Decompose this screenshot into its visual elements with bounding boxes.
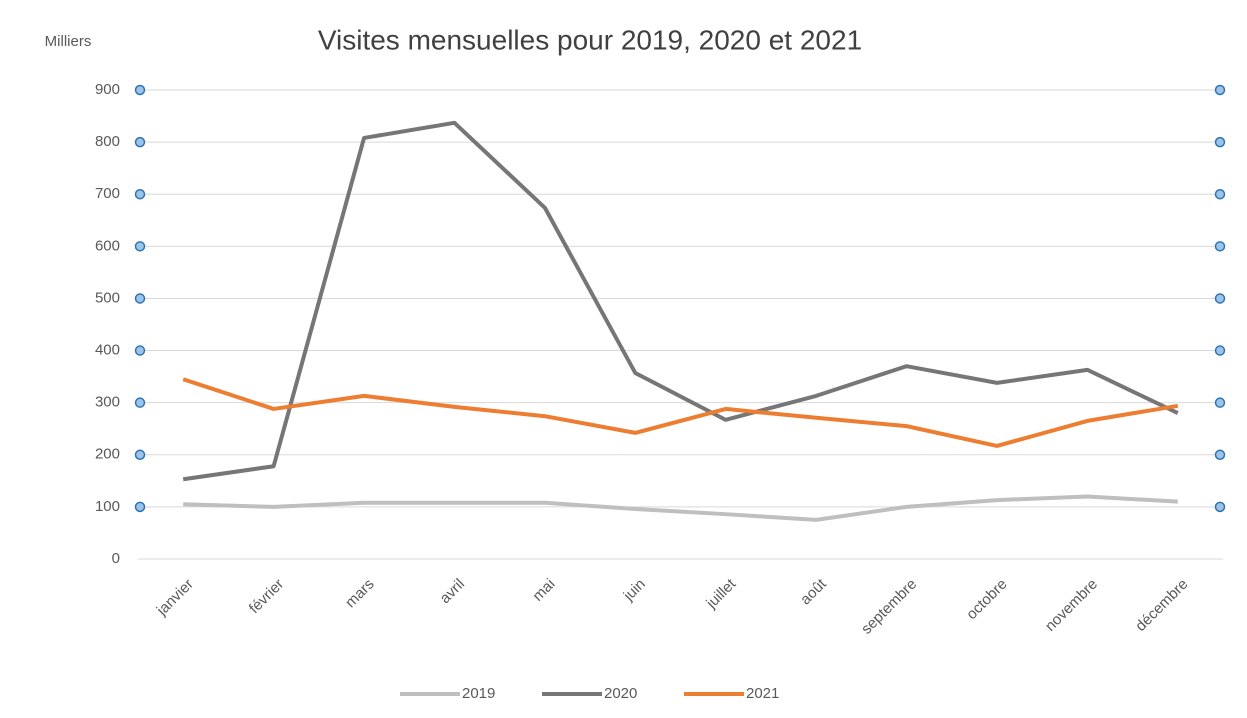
- y-tick-label: 900: [95, 81, 120, 98]
- chart-title: Visites mensuelles pour 2019, 2020 et 20…: [318, 24, 862, 55]
- line-series: [182, 377, 1179, 448]
- selection-handle: [1214, 397, 1226, 408]
- legend-label: 2021: [746, 685, 779, 702]
- x-tick-label: août: [797, 575, 830, 608]
- selection-handle: [134, 501, 146, 513]
- selection-handle: [1214, 501, 1226, 513]
- selection-handle: [134, 241, 146, 252]
- x-tick-label: avril: [437, 576, 468, 607]
- y-tick-label: 300: [95, 394, 120, 411]
- y-unit: Milliers: [45, 33, 92, 50]
- y-tick-label: 0: [112, 550, 120, 567]
- selection-handle: [1214, 136, 1226, 148]
- x-tick-label: mars: [342, 576, 378, 612]
- selection-handle: [134, 449, 146, 461]
- y-tick-label: 700: [95, 185, 120, 202]
- selection-handle: [1214, 188, 1226, 200]
- x-tick-label: juin: [620, 576, 649, 605]
- legend-label: 2019: [462, 685, 495, 702]
- y-tick-label: 200: [95, 446, 120, 463]
- selection-handle: [134, 188, 146, 200]
- selection-handle: [1214, 84, 1226, 96]
- line-series: [183, 494, 1178, 522]
- x-tick-label: septembre: [858, 576, 920, 638]
- x-tick-label: mai: [529, 576, 558, 605]
- line-series: [182, 120, 1179, 482]
- selection-handle: [1214, 449, 1226, 461]
- selection-handle: [134, 345, 146, 356]
- selection-handle: [134, 136, 146, 148]
- x-tick-label: décembre: [1132, 576, 1191, 635]
- y-tick-label: 100: [95, 498, 120, 515]
- x-tick-label: janvier: [153, 576, 197, 620]
- selection-handle: [134, 293, 146, 304]
- x-tick-label: novembre: [1042, 576, 1101, 635]
- y-tick-label: 800: [95, 133, 120, 150]
- legend-label: 2020: [604, 685, 637, 702]
- y-tick-label: 400: [95, 342, 120, 359]
- selection-handle: [1214, 293, 1226, 304]
- selection-handle: [134, 397, 146, 408]
- selection-handle: [1214, 241, 1226, 252]
- y-tick-label: 600: [95, 237, 120, 254]
- selection-handle: [134, 84, 146, 96]
- selection-handle: [1214, 345, 1226, 356]
- x-tick-label: février: [246, 576, 287, 617]
- x-tick-label: juillet: [702, 575, 739, 612]
- y-tick-label: 500: [95, 289, 120, 306]
- x-tick-label: octobre: [963, 576, 1010, 623]
